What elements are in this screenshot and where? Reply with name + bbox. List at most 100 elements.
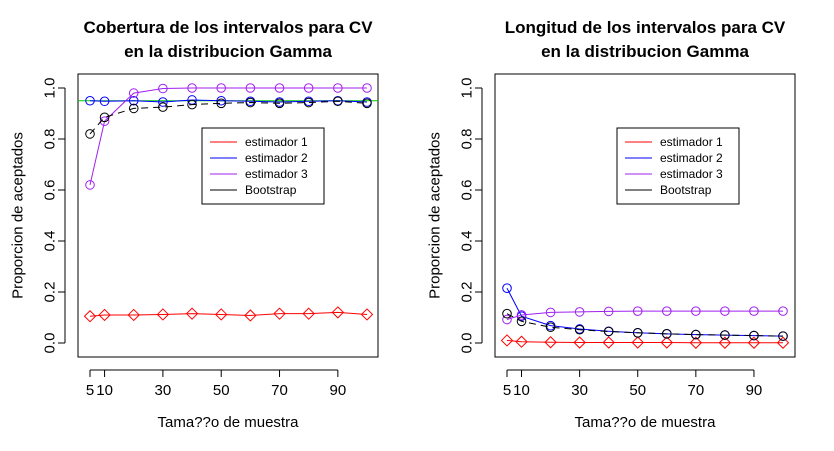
data-point [720,330,730,340]
y-tick-label: 0.4 [42,231,59,252]
legend-box [616,127,740,205]
data-point [661,306,672,316]
data-point [99,116,110,126]
series-estimador-1 [83,306,374,323]
data-point [502,283,512,293]
plot-frame [494,73,796,358]
series-estimador-1 [500,334,790,349]
y-tick-label: 1.0 [42,78,59,99]
series-line [506,313,784,337]
data-point [573,336,586,349]
data-point [360,308,374,321]
data-point [215,308,228,321]
data-point [603,306,614,317]
data-point [245,83,256,93]
x-axis: 5 10 30 50 70 90 [503,369,762,399]
data-point [128,103,139,114]
legend-box [201,127,325,205]
data-point [749,306,759,316]
data-point [749,330,759,341]
panel-2: Longitud de los intervalos para CV en la … [427,18,796,431]
data-point [516,310,527,320]
chart-title-line-2: en la distribucion Gamma [124,42,332,61]
data-point [720,306,730,316]
data-point [660,336,673,349]
data-point [302,307,315,320]
legend-label: estimador 2 [660,151,723,165]
x-tick-label: 5 [503,382,511,399]
data-point [603,326,614,337]
data-point [127,308,140,322]
data-point [502,314,512,325]
data-point [273,307,286,320]
x-axis-label: Tama??o de muestra [575,414,717,431]
series-estimador-2 [85,95,372,107]
y-axis: 0.0 0.2 0.4 0.6 0.8 1.0 [459,78,483,354]
data-point [274,98,285,109]
data-point [776,336,790,349]
data-point [545,322,556,332]
data-point [158,83,168,94]
data-point [98,308,111,322]
panel-1: Cobertura de los intervalos para CV en la… [10,18,379,431]
data-point [245,97,256,108]
data-point [128,88,139,98]
data-point [216,83,227,93]
x-tick-label: 50 [213,382,230,399]
data-point [691,329,701,340]
data-point [778,331,788,341]
legend-label: estimador 1 [245,135,308,149]
data-point [661,329,672,339]
x-axis: 5 10 30 50 70 90 [86,369,346,399]
data-point [632,328,643,338]
x-tick-label: 70 [687,382,704,399]
data-point [632,306,643,316]
y-tick-label: 0.0 [459,333,476,354]
data-point [83,310,97,323]
x-tick-label: 10 [96,382,113,399]
y-axis-label: Proporcion de aceptados [427,132,444,299]
legend: estimador 1 estimador 2 estimador 3 Bootstr… [616,127,740,205]
data-point [99,96,110,107]
data-point [85,95,95,106]
data-point [216,98,227,109]
legend-label: estimador 3 [660,167,723,181]
data-point [331,306,345,319]
data-point [691,306,701,316]
series-line [89,100,368,135]
x-tick-label: 90 [329,382,346,399]
data-point [187,83,197,93]
data-point [216,95,227,106]
plot-frame [77,73,379,358]
data-point [778,306,788,316]
y-axis: 0.0 0.2 0.4 0.6 0.8 1.0 [42,78,66,353]
legend-label: Bootstrap [660,183,712,197]
legend-label: estimador 2 [245,151,308,165]
chart-title-line-1: Cobertura de los intervalos para CV [83,18,373,37]
y-tick-label: 0.8 [42,129,59,150]
data-point [516,316,527,327]
data-point [718,336,732,349]
series-estimador-2 [502,283,788,341]
chart-title-line-2: en la distribucion Gamma [541,42,749,61]
x-tick-label: 70 [271,382,288,399]
y-tick-label: 0.2 [459,282,476,303]
series-line [506,310,783,321]
data-point [185,307,199,320]
x-tick-label: 10 [513,382,530,399]
data-point [574,307,585,317]
data-point [574,324,585,335]
data-point [85,180,95,190]
data-point [303,83,314,93]
data-point [128,95,139,106]
data-point [274,83,285,93]
data-point [303,97,314,108]
data-point [602,336,615,349]
x-tick-label: 30 [155,382,172,399]
y-tick-label: 0.6 [459,180,476,201]
data-point [99,112,110,123]
data-point [85,129,95,139]
data-point [158,102,168,112]
data-point [515,335,528,348]
